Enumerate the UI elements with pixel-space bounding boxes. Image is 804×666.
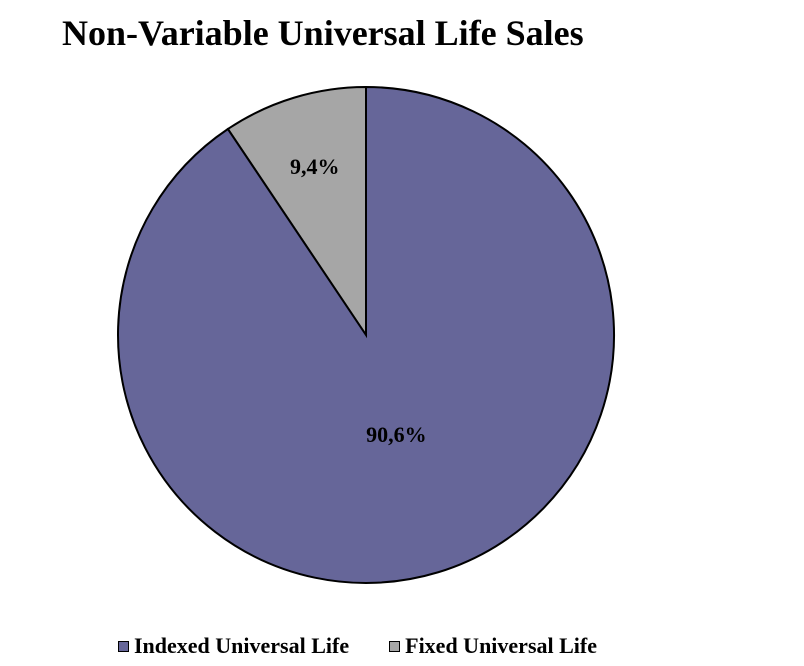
chart-title: Non-Variable Universal Life Sales bbox=[62, 13, 584, 53]
legend-label-fixed: Fixed Universal Life bbox=[405, 633, 597, 658]
pie-slice-fixed-universal-life bbox=[226, 85, 367, 339]
pie-chart: 9,4% 90,6% bbox=[117, 85, 615, 584]
legend-item-indexed: Indexed Universal Life bbox=[118, 633, 349, 659]
legend: Indexed Universal Life Fixed Universal L… bbox=[118, 633, 597, 659]
legend-item-fixed: Fixed Universal Life bbox=[389, 633, 597, 659]
legend-swatch-indexed bbox=[118, 640, 129, 652]
legend-swatch-fixed bbox=[389, 640, 401, 652]
pie-slice-indexed-universal-life bbox=[117, 85, 615, 584]
data-label-fixed-universal-life: 9,4% bbox=[290, 154, 340, 179]
data-label-indexed-universal-life: 90,6% bbox=[366, 422, 427, 447]
legend-label-indexed: Indexed Universal Life bbox=[134, 633, 350, 658]
